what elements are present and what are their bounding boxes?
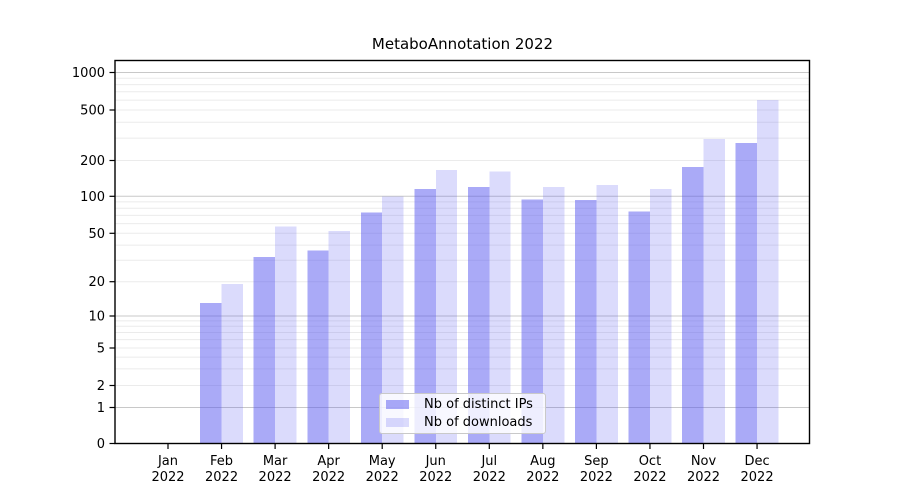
- x-tick-label-year: 2022: [580, 470, 613, 485]
- bar-downloads-dec: [757, 99, 779, 444]
- bar-downloads-mar: [275, 226, 297, 444]
- y-tick-label: 500: [80, 104, 105, 119]
- bar-ips-dec: [735, 142, 758, 444]
- y-tick-label: 10: [88, 310, 105, 325]
- bar-ips-may: [360, 212, 383, 444]
- bar-ips-aug: [521, 199, 543, 444]
- x-tick-label-year: 2022: [366, 470, 399, 485]
- legend-label: Nb of downloads: [424, 415, 533, 430]
- bar-ips-oct: [628, 211, 650, 444]
- bar-downloads-aug: [542, 186, 565, 444]
- x-tick-label-month: Jan: [157, 454, 178, 469]
- bar-downloads-sep: [596, 184, 618, 444]
- x-tick-label-year: 2022: [633, 470, 666, 485]
- legend-swatch-downloads: [386, 418, 409, 427]
- x-tick-label-year: 2022: [312, 470, 345, 485]
- bar-ips-jun: [414, 189, 436, 444]
- y-tick-label: 5: [97, 342, 105, 357]
- x-tick-label-year: 2022: [205, 470, 238, 485]
- y-tick-label: 200: [80, 154, 105, 169]
- y-tick-label: 20: [88, 275, 105, 290]
- bar-ips-nov: [682, 167, 704, 444]
- bar-downloads-apr: [328, 231, 351, 444]
- y-tick-label: 50: [88, 227, 105, 242]
- x-tick-label-month: Jun: [425, 454, 446, 469]
- plot-frame: [114, 59, 811, 445]
- x-tick-label-year: 2022: [151, 470, 184, 485]
- bar-downloads-feb: [221, 284, 243, 444]
- legend: Nb of distinct IPs Nb of downloads: [379, 393, 546, 434]
- x-tick-label-month: Apr: [317, 454, 340, 469]
- legend-item-downloads: Nb of downloads: [386, 415, 545, 430]
- legend-item-distinct-ips: Nb of distinct IPs: [386, 397, 545, 412]
- bar-downloads-may: [382, 196, 404, 444]
- bar-ips-feb: [200, 303, 222, 444]
- bar-downloads-jun: [435, 170, 458, 444]
- bar-ips-apr: [307, 250, 329, 444]
- x-tick-label-year: 2022: [687, 470, 720, 485]
- x-tick-label-year: 2022: [259, 470, 292, 485]
- y-tick-label: 0: [97, 437, 105, 452]
- x-tick-label-year: 2022: [473, 470, 506, 485]
- x-tick-label-year: 2022: [741, 470, 774, 485]
- x-tick-label-month: Sep: [584, 454, 609, 469]
- y-tick-label: 2: [97, 379, 105, 394]
- legend-swatch-distinct-ips: [386, 400, 409, 409]
- x-tick-label-month: Jul: [480, 454, 497, 469]
- x-tick-label-year: 2022: [419, 470, 452, 485]
- x-tick-label-year: 2022: [526, 470, 559, 485]
- x-tick-label-month: Aug: [530, 454, 555, 469]
- x-tick-label-month: Feb: [210, 454, 233, 469]
- x-tick-label-month: May: [369, 454, 396, 469]
- legend-label: Nb of distinct IPs: [424, 397, 533, 412]
- y-tick-label: 1000: [72, 66, 105, 81]
- x-tick-label-month: Oct: [639, 454, 661, 469]
- bar-downloads-jul: [489, 171, 511, 444]
- x-tick-label-month: Mar: [263, 454, 288, 469]
- y-tick-label: 100: [80, 190, 105, 205]
- bar-ips-mar: [253, 256, 276, 444]
- bar-downloads-nov: [703, 139, 725, 444]
- x-tick-label-month: Dec: [744, 454, 769, 469]
- chart-title: MetaboAnnotation 2022: [371, 35, 554, 53]
- bar-downloads-oct: [649, 189, 672, 444]
- bar-ips-sep: [575, 200, 597, 444]
- x-tick-label-month: Nov: [691, 454, 717, 469]
- y-tick-label: 1: [97, 401, 105, 416]
- bar-ips-jul: [467, 186, 490, 444]
